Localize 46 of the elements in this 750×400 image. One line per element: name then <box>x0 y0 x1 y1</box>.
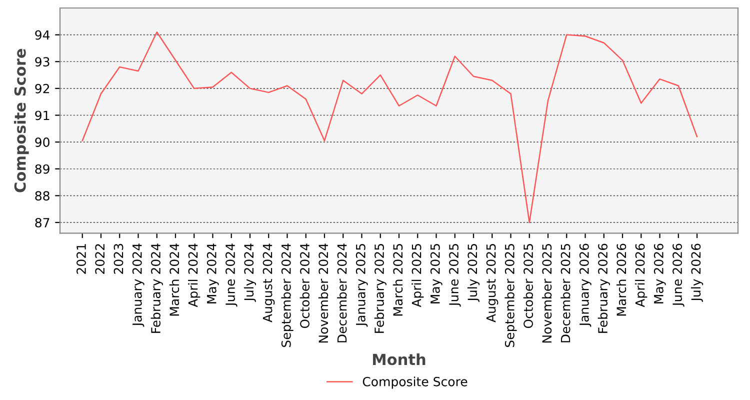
x-tick-label: August 2024 <box>262 244 275 322</box>
x-tick-label: August 2025 <box>486 244 498 322</box>
x-tick-label: March 2026 <box>616 244 626 316</box>
x-tick-label: December 2024 <box>337 244 347 342</box>
x-tick-label: March 2024 <box>169 244 180 316</box>
x-tick-label: December 2025 <box>560 244 570 342</box>
y-tick-label: 92 <box>35 84 50 94</box>
y-tick-label: 89 <box>35 164 50 174</box>
x-tick-label: April 2025 <box>412 244 424 308</box>
x-tick-label: June 2025 <box>449 244 461 307</box>
x-tick-label: February 2024 <box>150 244 163 333</box>
x-tick-label: March 2025 <box>392 244 403 316</box>
x-tick-label: September 2025 <box>504 244 517 347</box>
x-tick-label: May 2024 <box>206 244 219 304</box>
x-tick-label: 2022 <box>95 244 105 274</box>
x-tick-label: January 2025 <box>356 244 368 327</box>
x-tick-label: April 2024 <box>188 244 200 308</box>
x-tick-label: 2023 <box>114 244 124 274</box>
x-tick-label: September 2024 <box>281 244 294 347</box>
x-tick-label: June 2024 <box>226 244 238 307</box>
x-tick-label: February 2025 <box>374 244 386 333</box>
y-tick-label: 91 <box>35 110 50 120</box>
x-tick-label: July 2024 <box>244 244 256 302</box>
x-tick-label: November 2025 <box>542 244 552 343</box>
x-tick-label: October 2025 <box>523 244 534 328</box>
x-tick-label: April 2026 <box>635 244 648 308</box>
x-tick-label: 2021 <box>76 244 86 274</box>
x-tick-label: October 2024 <box>300 244 310 328</box>
x-tick-label: November 2024 <box>318 244 328 343</box>
y-tick-label: 93 <box>35 57 50 67</box>
line-series <box>82 32 698 224</box>
y-tick-label: 88 <box>35 191 50 201</box>
x-tick-label: January 2024 <box>132 244 144 327</box>
y-axis-title: Composite Score <box>14 48 29 192</box>
y-tick-label: 87 <box>35 218 50 228</box>
x-tick-label: February 2026 <box>598 244 610 333</box>
x-tick-label: June 2026 <box>672 244 684 307</box>
legend-label: Composite Score <box>362 376 468 389</box>
y-tick-label: 94 <box>35 30 50 40</box>
x-axis-title: Month <box>373 353 426 366</box>
x-tick-label: January 2026 <box>579 244 592 327</box>
x-tick-label: July 2026 <box>690 244 704 302</box>
x-tick-label: May 2025 <box>430 244 442 304</box>
x-tick-label: July 2025 <box>467 244 480 302</box>
y-tick-label: 90 <box>35 138 50 147</box>
x-tick-label: May 2026 <box>654 244 666 304</box>
